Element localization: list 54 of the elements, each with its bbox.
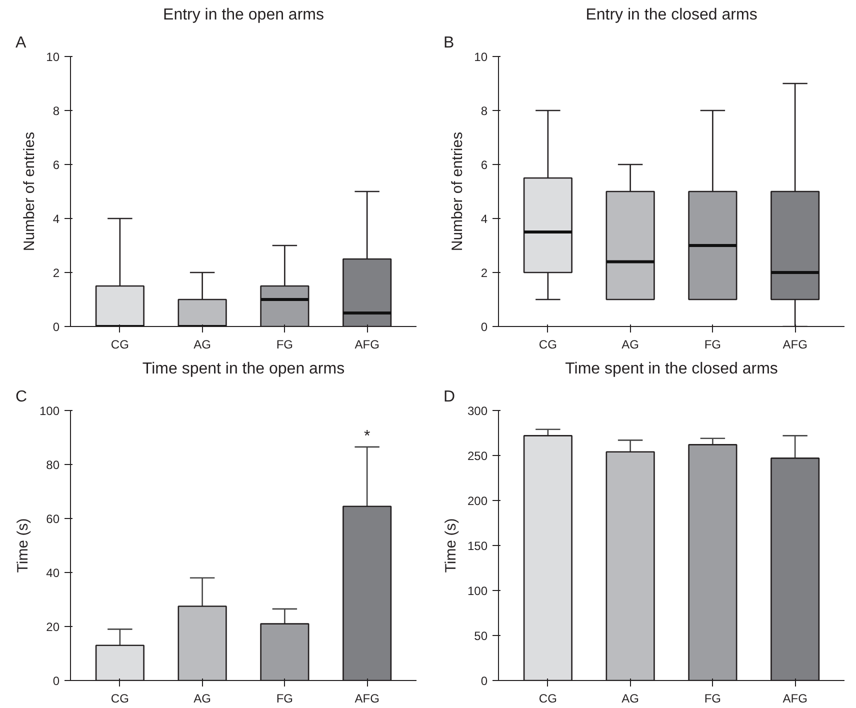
x-tick-label: CG (538, 692, 557, 706)
text: D (444, 388, 456, 406)
y-tick-label: 6 (52, 158, 60, 172)
y-tick-label: 100 (39, 404, 60, 418)
chart-title: Entry in the open arms (163, 6, 324, 24)
y-tick-label: 100 (467, 584, 488, 598)
text: C (16, 388, 28, 406)
x-tick-label: FG (704, 692, 722, 706)
y-tick-label: 20 (46, 620, 60, 634)
y-tick-label: 50 (474, 629, 488, 643)
x-tick-label: FG (276, 338, 294, 352)
x-tick-label: FG (276, 692, 294, 706)
x-tick-label: AG (622, 692, 639, 706)
chart-title: Time spent in the closed arms (565, 360, 778, 378)
x-tick-label: AG (194, 338, 211, 352)
text: A (16, 34, 26, 52)
x-tick-label: AFG (782, 692, 808, 706)
x-tick-label: FG (704, 338, 722, 352)
y-tick-label: 40 (46, 566, 60, 580)
y-tick-label: 250 (467, 449, 488, 463)
chart-title: Entry in the closed arms (586, 6, 758, 24)
y-tick-label: 0 (480, 674, 488, 688)
chart-title: Time spent in the open arms (142, 360, 345, 378)
y-axis-title: Number of entries (449, 132, 466, 252)
y-tick-label: 2 (52, 266, 60, 280)
x-tick-label: AG (194, 692, 211, 706)
y-tick-label: 0 (480, 320, 488, 334)
y-tick-label: 8 (480, 104, 488, 118)
annotation: * (364, 428, 370, 445)
y-tick-label: 2 (480, 266, 488, 280)
x-tick-label: AFG (354, 338, 380, 352)
y-tick-label: 6 (480, 158, 488, 172)
y-tick-label: 4 (52, 212, 60, 226)
y-tick-label: 4 (480, 212, 488, 226)
y-tick-label: 200 (467, 494, 488, 508)
y-axis-title: Number of entries (21, 132, 38, 252)
y-tick-label: 60 (46, 512, 60, 526)
x-tick-label: CG (110, 692, 129, 706)
x-tick-label: AG (622, 338, 639, 352)
x-tick-label: AFG (782, 338, 808, 352)
y-axis-title: Time (s) (14, 518, 32, 573)
y-axis-title: Time (s) (442, 518, 460, 573)
x-tick-label: CG (538, 338, 557, 352)
x-tick-label: AFG (354, 692, 380, 706)
y-tick-label: 10 (46, 50, 60, 64)
y-tick-label: 150 (467, 539, 488, 553)
y-tick-label: 0 (52, 674, 60, 688)
x-tick-label: CG (110, 338, 129, 352)
y-tick-label: 300 (467, 404, 488, 418)
y-tick-label: 10 (474, 50, 488, 64)
y-tick-label: 8 (52, 104, 60, 118)
y-tick-label: 80 (46, 458, 60, 472)
text: B (444, 34, 454, 52)
y-tick-label: 0 (52, 320, 60, 334)
